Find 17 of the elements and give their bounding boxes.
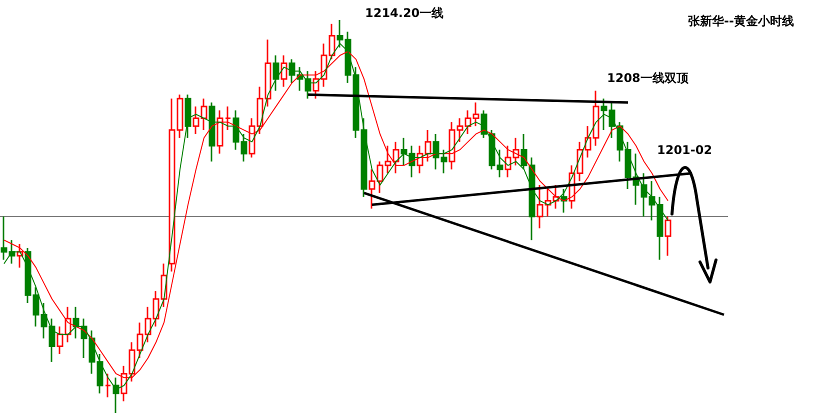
candlestick [184, 94, 192, 139]
annotation: 1214.20一线 [365, 6, 444, 20]
candlestick [664, 216, 672, 257]
candlestick [392, 141, 400, 174]
candlestick [208, 102, 216, 162]
candlestick [216, 110, 224, 154]
annotation: 1201-02 [657, 143, 712, 157]
chart-title: 张新华--黄金小时线 [688, 14, 794, 28]
annotation: 1208一线双顶 [607, 71, 690, 85]
candlestick [528, 156, 536, 241]
candlestick [272, 54, 280, 92]
candlestick [104, 372, 112, 398]
candlestick [656, 196, 664, 260]
candlestick [304, 70, 312, 100]
candlestick [520, 133, 528, 170]
candlestick [224, 106, 232, 131]
candlestick [280, 54, 288, 88]
